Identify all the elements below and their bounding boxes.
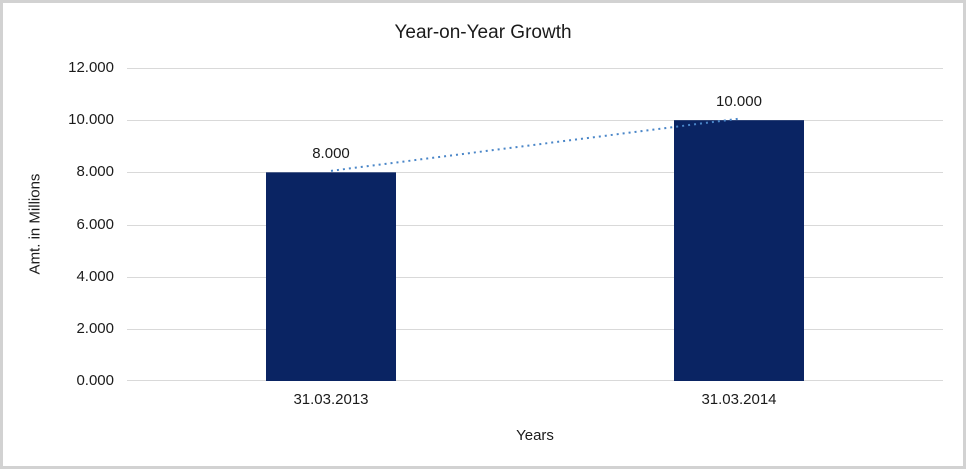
plot-area bbox=[127, 68, 943, 381]
bar-value-label: 10.000 bbox=[716, 93, 762, 111]
bar-value-label: 8.000 bbox=[312, 145, 350, 163]
chart-title: Year-on-Year Growth bbox=[394, 22, 572, 43]
bar-31.03.2014 bbox=[674, 120, 804, 381]
y-tick-label: 6.000 bbox=[76, 215, 114, 233]
x-axis-title: Years bbox=[516, 427, 554, 444]
y-tick-label: 4.000 bbox=[76, 267, 114, 285]
y-tick-label: 8.000 bbox=[76, 163, 114, 181]
x-tick-label: 31.03.2013 bbox=[293, 391, 369, 408]
y-tick-label: 2.000 bbox=[76, 319, 114, 337]
y-tick-label: 10.000 bbox=[68, 111, 114, 129]
x-tick-label: 31.03.2014 bbox=[701, 391, 777, 408]
bar-31.03.2013 bbox=[266, 172, 396, 381]
y-tick-label: 0.000 bbox=[76, 372, 114, 389]
y-tick-label: 12.000 bbox=[68, 59, 114, 76]
plot-canvas bbox=[127, 68, 943, 381]
trendline bbox=[330, 117, 740, 172]
